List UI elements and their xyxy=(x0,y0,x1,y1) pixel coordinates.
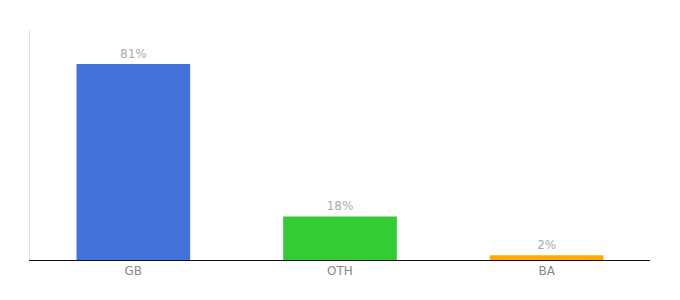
svg-text:BA: BA xyxy=(538,264,555,278)
svg-text:OTH: OTH xyxy=(327,264,353,278)
svg-text:18%: 18% xyxy=(327,199,354,213)
svg-text:GB: GB xyxy=(125,264,143,278)
svg-text:2%: 2% xyxy=(537,238,556,252)
svg-text:81%: 81% xyxy=(120,47,147,61)
